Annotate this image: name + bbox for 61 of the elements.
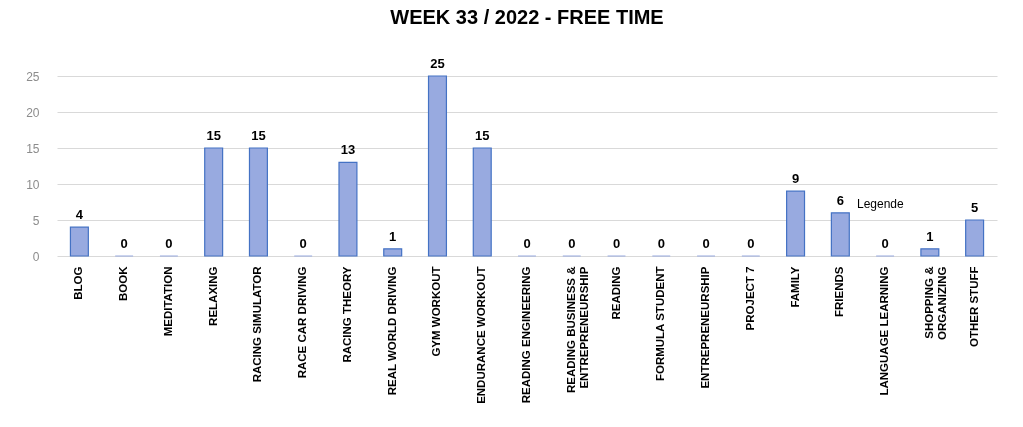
x-tick-label: MEDITATION [161, 266, 174, 337]
data-label: 13 [340, 142, 356, 158]
data-label: 0 [568, 236, 576, 251]
data-label: 1 [389, 228, 397, 244]
bar [204, 147, 224, 257]
x-tick-label: PROJECT 7 [743, 266, 756, 331]
y-tick-label: 20 [26, 105, 40, 120]
x-tick-label: GYM WORKOUT [430, 266, 443, 357]
x-tick-label: OTHER STUFF [967, 266, 980, 347]
y-tick-label: 0 [32, 249, 40, 264]
bar [427, 75, 448, 257]
y-tick-label: 15 [26, 141, 40, 156]
x-tick-label: ENDURANCE WORKOUT [475, 266, 488, 404]
data-label: 5 [971, 200, 979, 215]
x-tick-label: RACE CAR DRIVING [296, 266, 309, 379]
y-tick-label: 25 [26, 69, 40, 84]
x-tick-label: READING ENGINEERING [520, 266, 532, 404]
bar [965, 219, 985, 257]
y-tick-label: 5 [32, 213, 40, 228]
bar [830, 212, 850, 257]
x-tick-label: READING BUSINESS & ENTREPRENEURSHIP [564, 266, 591, 394]
data-label: 0 [120, 236, 128, 251]
x-tick-label: LANGUAGE LEARNING [878, 266, 891, 396]
x-tick-label: FORMULA STUDENT [654, 266, 667, 382]
data-label: 0 [702, 236, 710, 251]
data-label: 0 [881, 236, 889, 251]
x-tick-label: ENTREPRENEURSHIP [699, 266, 712, 389]
x-tick-label: RACING SIMULATOR [251, 265, 264, 383]
bar [248, 147, 268, 257]
x-tick-label: FRIENDS [833, 266, 846, 317]
data-label: 25 [430, 56, 445, 71]
data-label: 15 [206, 128, 221, 143]
data-label: 6 [836, 192, 844, 208]
data-label: 9 [791, 171, 800, 187]
bar [383, 248, 403, 257]
data-label: 0 [523, 236, 531, 251]
x-tick-label: READING [609, 266, 622, 320]
data-label: 15 [475, 128, 490, 143]
data-label: 0 [165, 236, 173, 251]
x-tick-label: RACING THEORY [340, 266, 353, 363]
bar [338, 161, 358, 257]
bar [920, 248, 940, 257]
bar [69, 226, 89, 257]
data-label: 0 [612, 236, 621, 251]
data-label: 0 [657, 236, 665, 251]
data-label: 0 [299, 236, 307, 251]
bar [786, 190, 806, 257]
y-tick-label: 10 [26, 177, 40, 192]
x-tick-label: RELAXING [206, 266, 219, 326]
data-label: 1 [926, 228, 934, 244]
bar [472, 147, 492, 257]
data-label: 4 [75, 207, 84, 223]
x-tick-label: SHOPPING & ORGANIZING [922, 266, 949, 340]
chart-title: WEEK 33 / 2022 - FREE TIME [390, 6, 664, 28]
data-label: 15 [251, 128, 266, 143]
x-tick-label: BLOG [72, 266, 85, 300]
annotation: Legende [857, 197, 905, 211]
x-tick-label: FAMILY [788, 266, 801, 308]
x-tick-label: BOOK [117, 265, 130, 301]
x-tick-label: REAL WORLD DRIVING [385, 266, 398, 396]
data-label: 0 [747, 236, 755, 251]
